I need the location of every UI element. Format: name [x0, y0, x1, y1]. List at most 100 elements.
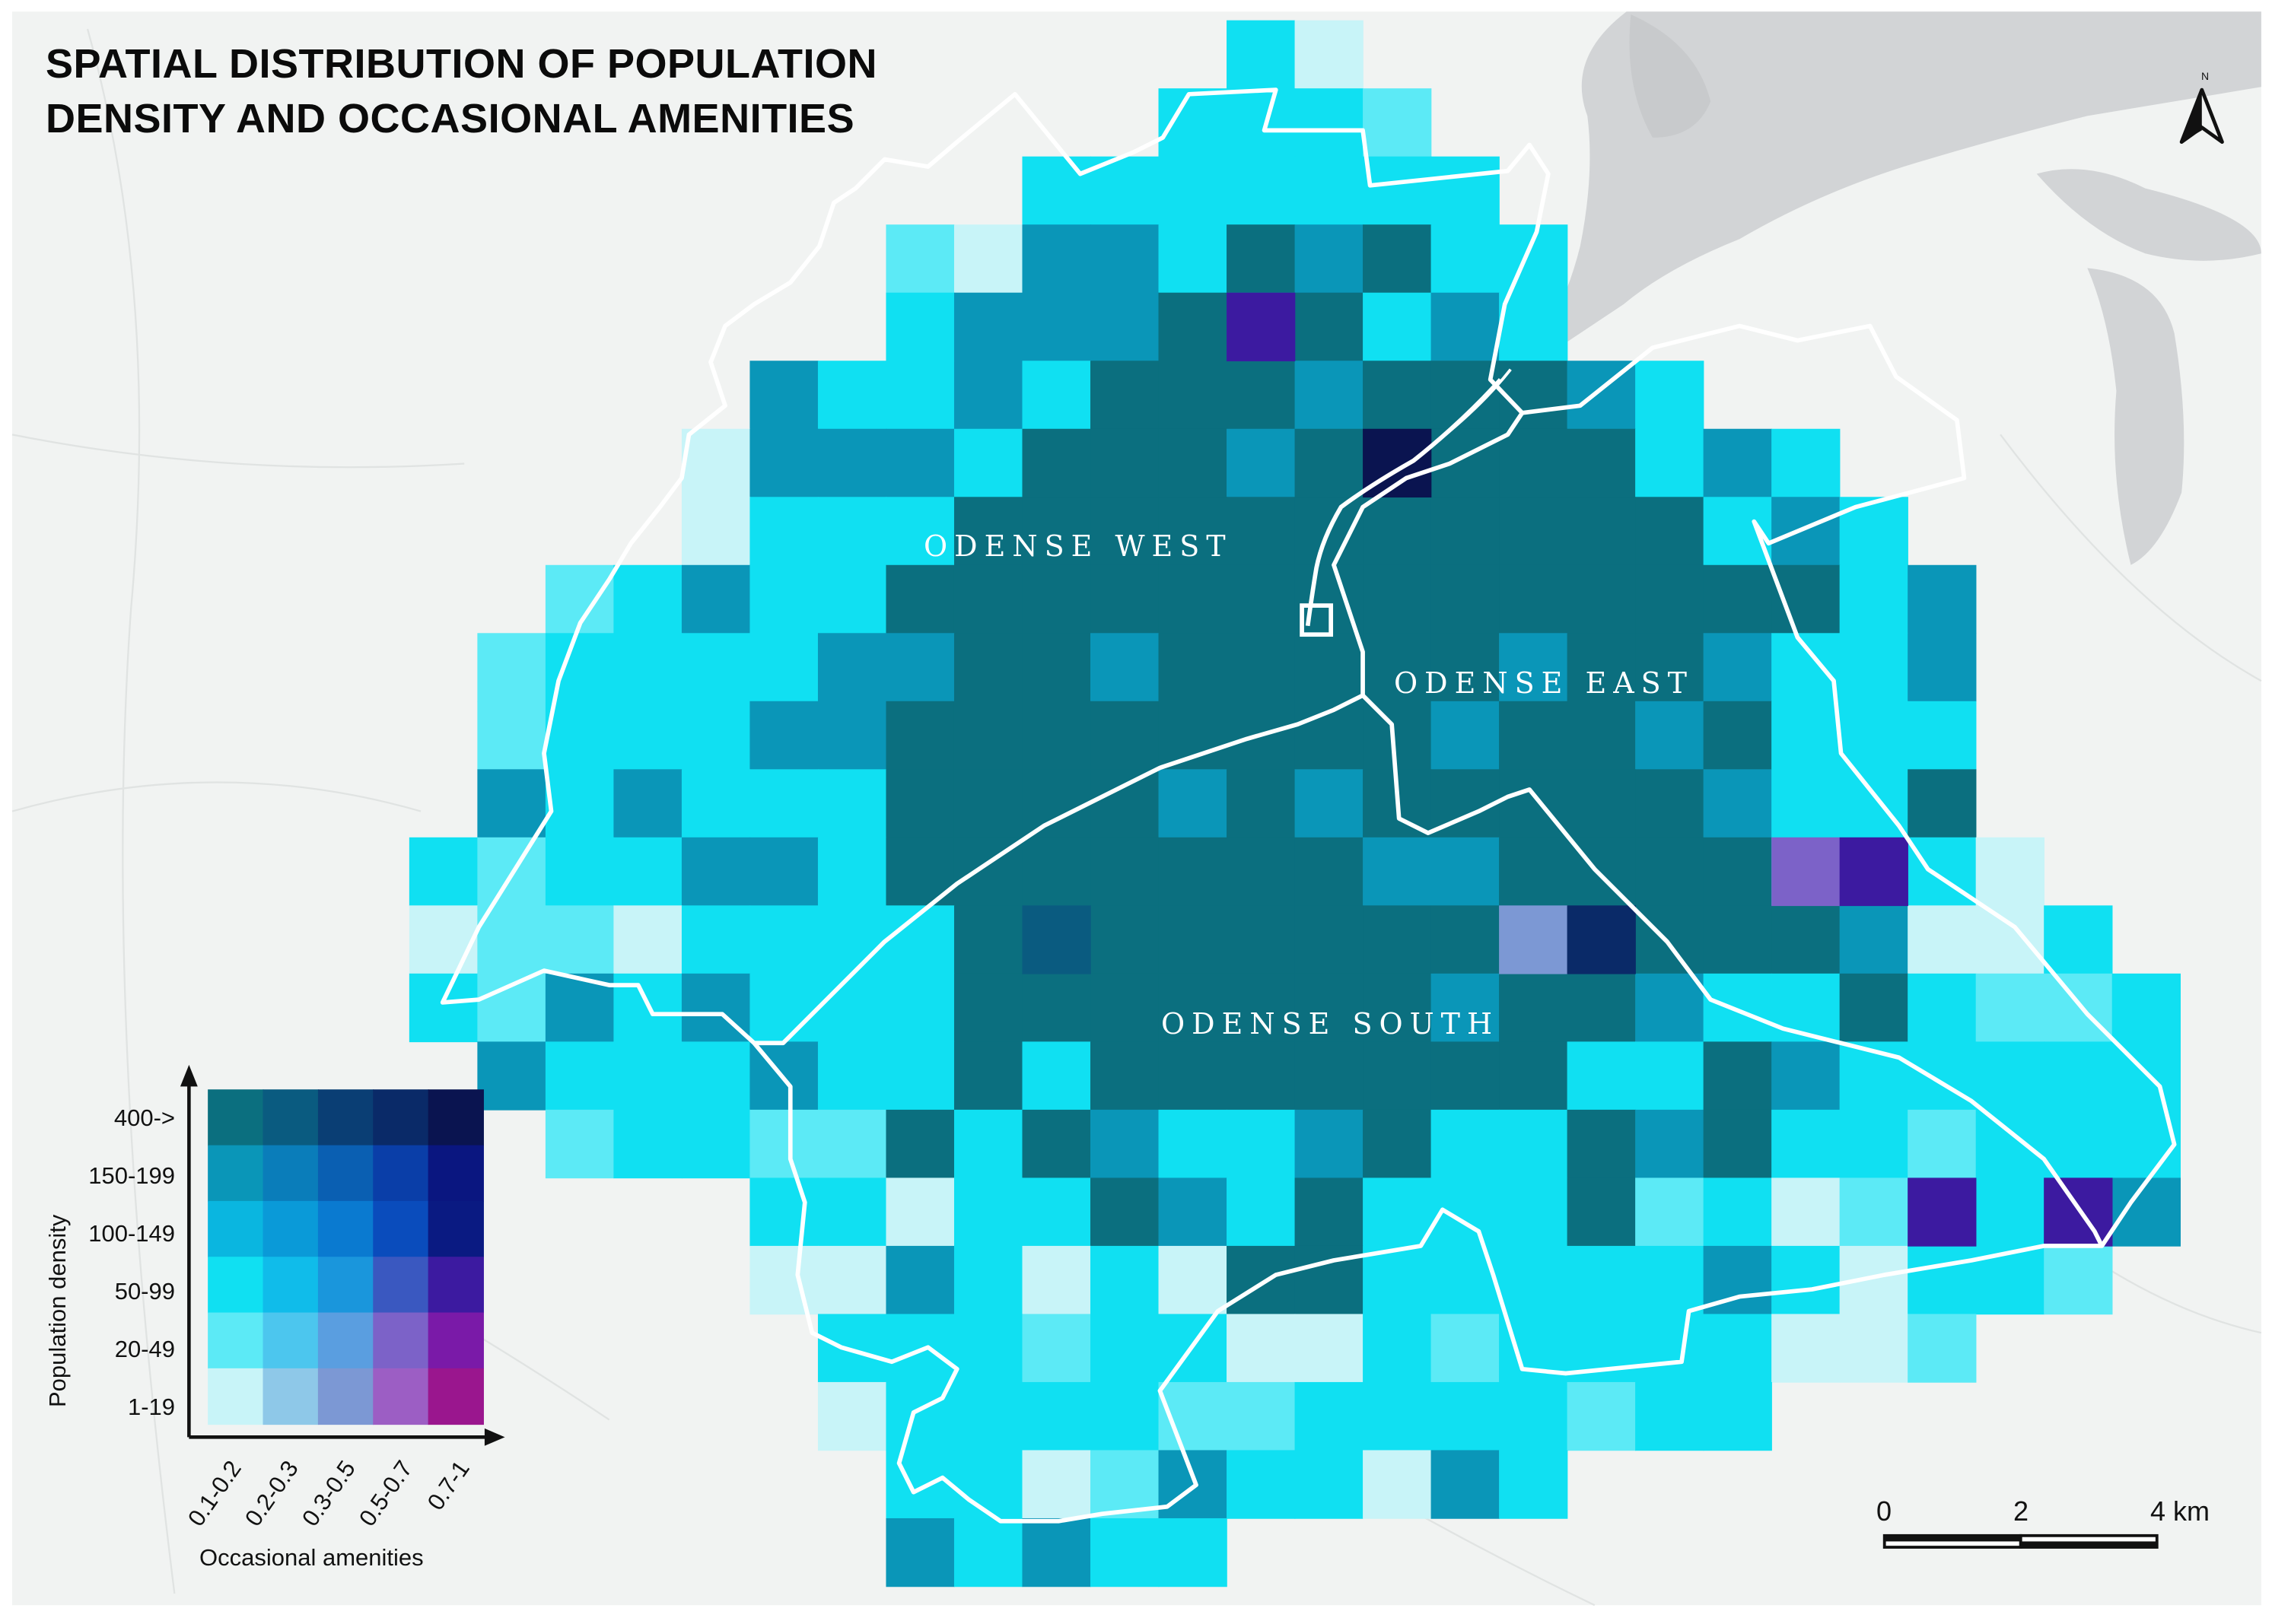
grid-cell	[1022, 1518, 1091, 1587]
grid-cell	[1839, 633, 1908, 702]
grid-cell	[953, 1314, 1023, 1383]
grid-cell	[749, 1109, 819, 1179]
grid-cell	[886, 769, 955, 838]
grid-cell	[749, 428, 819, 498]
grid-cell	[1635, 1314, 1704, 1383]
grid-cell	[1703, 1041, 1772, 1111]
grid-cell	[817, 1041, 887, 1111]
grid-cell	[953, 1041, 1023, 1111]
grid-cell	[1227, 224, 1296, 294]
grid-cell	[1227, 361, 1296, 430]
grid-cell	[1771, 1245, 1841, 1315]
grid-cell	[1022, 292, 1091, 361]
grid-cell	[1363, 1041, 1432, 1111]
grid-cell	[1975, 1041, 2044, 1111]
title-line-1: SPATIAL DISTRIBUTION OF POPULATION	[46, 41, 877, 87]
grid-cell	[1430, 837, 1500, 907]
grid-cell	[1227, 769, 1296, 838]
grid-cell	[886, 361, 955, 430]
grid-cell	[1158, 1245, 1227, 1315]
grid-cell	[1363, 1450, 1432, 1519]
grid-cell-highlight	[1022, 905, 1091, 974]
legend-cell	[208, 1312, 264, 1369]
grid-cell	[1090, 973, 1160, 1043]
grid-cell	[1158, 1177, 1227, 1247]
grid-cell	[1158, 905, 1227, 974]
grid-cell	[1363, 701, 1432, 771]
grid-cell	[1227, 428, 1296, 498]
grid-cell	[1839, 701, 1908, 771]
grid-cell	[1090, 1177, 1160, 1247]
grid-cell	[749, 1177, 819, 1247]
grid-cell	[1227, 1381, 1296, 1451]
grid-cell	[1090, 1381, 1160, 1451]
grid-cell	[1703, 973, 1772, 1043]
grid-cell	[1090, 292, 1160, 361]
grid-cell	[1908, 769, 1977, 838]
grid-cell	[1294, 88, 1364, 157]
legend-cell	[317, 1200, 374, 1258]
grid-cell	[1635, 769, 1704, 838]
grid-cell	[1703, 1177, 1772, 1247]
legend-cell	[317, 1145, 374, 1202]
grid-cell	[681, 1041, 751, 1111]
grid-cell	[953, 497, 1023, 566]
grid-cell	[953, 1245, 1023, 1315]
legend-cell	[263, 1145, 319, 1202]
grid-cell	[1022, 361, 1091, 430]
scale-bar	[1882, 1533, 2159, 1549]
legend-cell	[317, 1312, 374, 1369]
grid-cell	[1022, 701, 1091, 771]
grid-cell	[477, 701, 546, 771]
grid-cell	[1499, 497, 1568, 566]
grid-cell	[1022, 1450, 1091, 1519]
grid-cell	[613, 1109, 683, 1179]
grid-cell	[545, 769, 615, 838]
legend-cell	[373, 1200, 429, 1258]
grid-cell	[1635, 1381, 1704, 1451]
grid-cell	[545, 1041, 615, 1111]
grid-cell	[2111, 973, 2181, 1043]
grid-cell	[1363, 497, 1432, 566]
north-label: N	[2201, 70, 2210, 82]
legend-cell	[208, 1089, 264, 1146]
grid-cell	[749, 837, 819, 907]
legend-y-title: Population density	[44, 1214, 71, 1407]
grid-cell	[477, 1041, 546, 1111]
grid-cell	[1363, 292, 1432, 361]
grid-cell	[1703, 1109, 1772, 1179]
grid-cell	[613, 633, 683, 702]
legend-cell	[373, 1312, 429, 1369]
grid-cell	[1158, 361, 1227, 430]
grid-cell	[953, 701, 1023, 771]
grid-cell	[817, 1177, 887, 1247]
grid-cell	[1567, 973, 1636, 1043]
grid-cell	[1090, 1109, 1160, 1179]
grid-cell	[1227, 1450, 1296, 1519]
grid-cell	[545, 1109, 615, 1179]
grid-cell	[1158, 1450, 1227, 1519]
grid-cell	[1839, 905, 1908, 974]
legend-cell	[373, 1368, 429, 1425]
grid-cell	[1430, 1381, 1500, 1451]
water-body	[1500, 11, 2261, 565]
grid-cell	[1158, 497, 1227, 566]
grid-cell	[1294, 1314, 1364, 1383]
grid-cell	[1090, 905, 1160, 974]
grid-cell	[681, 701, 751, 771]
legend-axes	[180, 1064, 505, 1446]
grid-cell	[1363, 156, 1432, 225]
grid-cell	[1158, 973, 1227, 1043]
grid-cell	[1022, 428, 1091, 498]
grid-cell	[953, 1518, 1023, 1587]
grid-cell	[1567, 1041, 1636, 1111]
grid-cell	[1430, 564, 1500, 634]
grid-cell	[1022, 1109, 1091, 1179]
grid-cell	[613, 905, 683, 974]
grid-cell	[1499, 701, 1568, 771]
grid-cell	[1022, 224, 1091, 294]
grid-cell	[1771, 973, 1841, 1043]
grid-cell	[477, 633, 546, 702]
grid-cell	[1908, 973, 1977, 1043]
grid-cell	[953, 973, 1023, 1043]
